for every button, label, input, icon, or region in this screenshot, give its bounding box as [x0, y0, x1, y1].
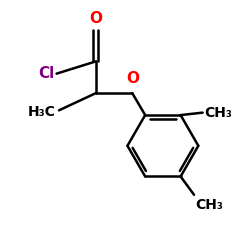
Text: O: O	[126, 72, 139, 86]
Text: Cl: Cl	[38, 66, 54, 81]
Text: CH₃: CH₃	[195, 198, 223, 212]
Text: H₃C: H₃C	[28, 104, 56, 118]
Text: CH₃: CH₃	[204, 106, 233, 120]
Text: O: O	[89, 11, 102, 26]
